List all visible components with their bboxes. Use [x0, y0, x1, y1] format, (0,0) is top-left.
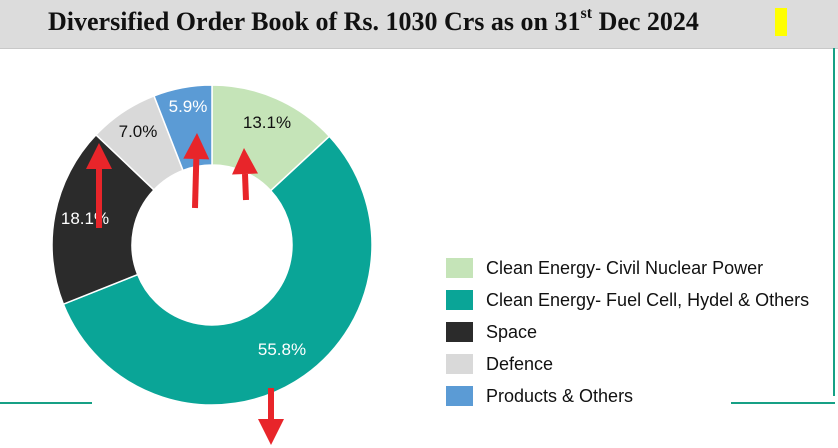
title-main: Diversified Order Book of Rs. 1030 Crs a… — [48, 7, 581, 36]
frame-line-bottom-right — [731, 402, 835, 404]
legend-swatch — [446, 386, 473, 406]
frame-line-bottom-left — [0, 402, 92, 404]
slice-label-clean-energy-fuel-cell-hydel-and-others: 55.8% — [258, 340, 306, 359]
header-bar: Diversified Order Book of Rs. 1030 Crs a… — [0, 0, 838, 49]
slice-clean-energy-fuel-cell-hydel-and-others — [62, 135, 373, 406]
legend-label: Clean Energy- Civil Nuclear Power — [486, 257, 764, 278]
title-superscript: st — [580, 5, 593, 22]
slice-space — [51, 133, 156, 306]
arrow-up-nuclear — [232, 148, 258, 201]
slices-layer — [51, 84, 373, 406]
donut-chart: 13.1%55.8%18.1%7.0%5.9% — [51, 84, 373, 445]
frame-line-right — [833, 48, 835, 396]
arrow-down-fuel-cell — [258, 388, 284, 445]
chart-legend: Clean Energy- Civil Nuclear Power Clean E… — [446, 252, 809, 412]
legend-item-clean-energy-civil-nuclear-power: Clean Energy- Civil Nuclear Power — [446, 252, 809, 284]
slice-label-products-and-others: 5.9% — [169, 97, 208, 116]
legend-label: Products & Others — [486, 385, 634, 406]
legend-label: Defence — [486, 353, 554, 374]
legend-item-defence: Defence — [446, 348, 809, 380]
legend-swatch — [446, 258, 473, 278]
legend-swatch — [446, 290, 473, 310]
legend-item-products-and-others: Products & Others — [446, 380, 809, 412]
arrows-layer — [86, 133, 284, 445]
page-title: Diversified Order Book of Rs. 1030 Crs a… — [48, 5, 699, 37]
legend-swatch — [446, 354, 473, 374]
highlight-mark — [775, 8, 787, 36]
title-end: Dec 2024 — [592, 7, 699, 36]
legend-label: Clean Energy- Fuel Cell, Hydel & Others — [486, 289, 810, 310]
legend-label: Space — [486, 321, 538, 342]
legend-item-clean-energy-fuel-cell-hydel-and-others: Clean Energy- Fuel Cell, Hydel & Others — [446, 284, 809, 316]
slice-label-defence: 7.0% — [119, 122, 158, 141]
slice-label-clean-energy-civil-nuclear-power: 13.1% — [243, 113, 291, 132]
arrow-up-products — [183, 133, 210, 209]
arrow-up-space — [86, 143, 112, 228]
legend-item-space: Space — [446, 316, 809, 348]
legend-swatch — [446, 322, 473, 342]
